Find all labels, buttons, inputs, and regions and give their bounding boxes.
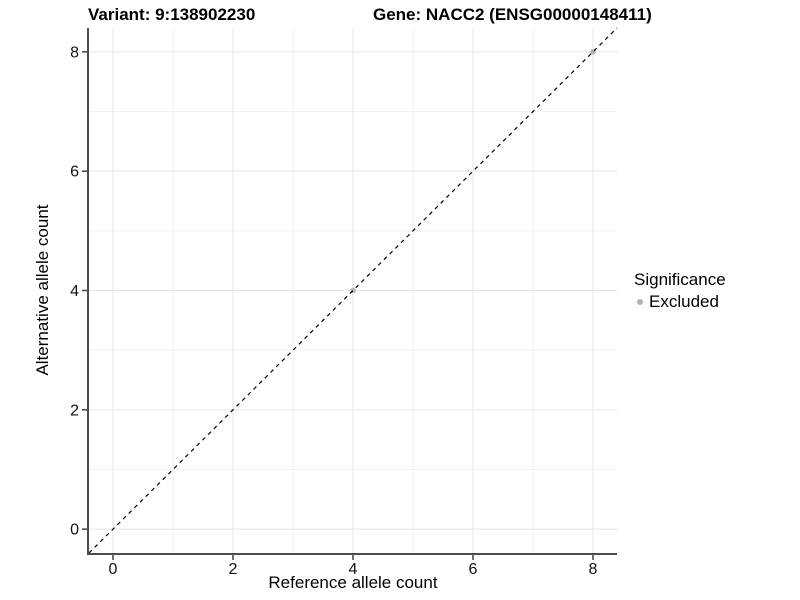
legend-item-label: Excluded	[649, 292, 719, 311]
y-tick-label: 4	[70, 283, 79, 300]
gene-title: Gene: NACC2 (ENSG00000148411)	[373, 5, 652, 24]
y-tick-label: 2	[70, 402, 79, 419]
x-axis-label: Reference allele count	[268, 573, 438, 592]
x-tick-label: 6	[469, 561, 478, 578]
y-tick-label: 0	[70, 522, 79, 539]
x-tick-label: 8	[589, 561, 598, 578]
legend-item-excluded: Excluded	[630, 292, 726, 311]
legend-title: Significance	[634, 270, 726, 289]
excluded-point-icon	[637, 298, 643, 305]
y-tick-label: 8	[70, 44, 79, 61]
legend: Significance Excluded	[630, 270, 726, 311]
y-tick-label: 6	[70, 164, 79, 181]
x-tick-label: 0	[109, 561, 118, 578]
variant-title: Variant: 9:138902230	[88, 5, 256, 24]
y-axis-label: Alternative allele count	[33, 204, 52, 376]
x-tick-label: 2	[229, 561, 238, 578]
x-tick-label: 4	[349, 561, 358, 578]
